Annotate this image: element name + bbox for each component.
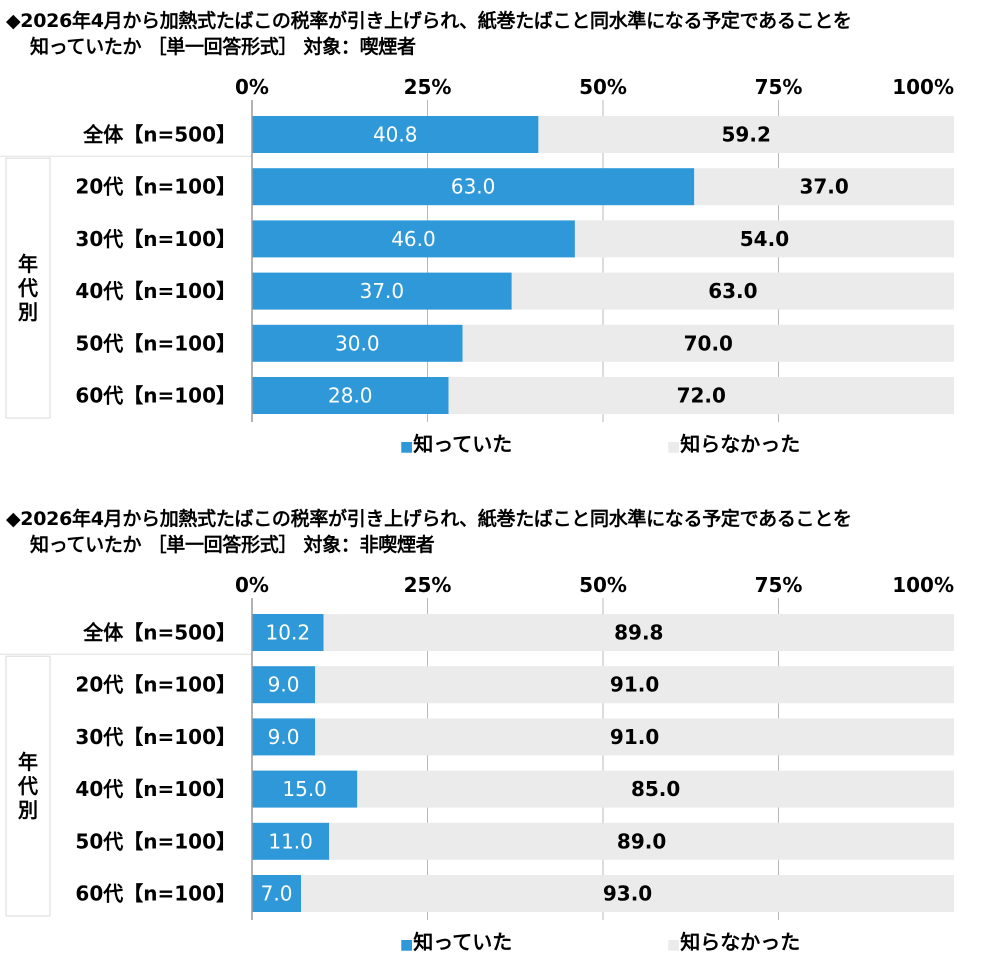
data-label: 54.0 — [740, 227, 789, 251]
bar-knew — [252, 614, 324, 651]
data-label: 30.0 — [335, 331, 380, 355]
group-box — [5, 157, 51, 419]
bar-knew — [252, 875, 302, 912]
group-label: 年代別 — [17, 252, 38, 324]
data-label: 85.0 — [631, 777, 680, 801]
data-label: 7.0 — [261, 882, 293, 906]
category-label: 20代【n=100】 — [75, 175, 236, 199]
bar-did-not-know — [323, 614, 954, 651]
bar-knew — [252, 168, 695, 206]
data-label: 93.0 — [603, 882, 652, 906]
x-tick-label: 25% — [404, 573, 452, 597]
chart-non-smokers: ◆2026年4月から加熱式たばこの税率が引き上げられ、紙巻たばこと同水準になる予… — [0, 498, 1000, 973]
legend-item: ■知らなかった — [667, 930, 800, 954]
chart-smokers: ◆2026年4月から加熱式たばこの税率が引き上げられ、紙巻たばこと同水準になる予… — [0, 0, 1000, 486]
category-label: 20代【n=100】 — [75, 673, 236, 697]
bar-knew — [252, 377, 449, 414]
x-tick-label: 25% — [404, 75, 452, 99]
category-label: 全体【n=500】 — [82, 123, 236, 147]
chart-title-line2: 知っていたか ［単一回答形式］ 対象：非喫煙者 — [30, 534, 435, 556]
bar-did-not-know — [574, 220, 954, 258]
category-label: 50代【n=100】 — [75, 829, 236, 853]
chart-title-line2: 知っていたか ［単一回答形式］ 対象：喫煙者 — [30, 36, 416, 58]
data-label: 89.8 — [614, 621, 663, 645]
bar-did-not-know — [448, 377, 954, 414]
bar-did-not-know — [538, 116, 954, 153]
bar-knew — [252, 116, 539, 153]
data-label: 72.0 — [677, 384, 726, 408]
x-tick-label: 0% — [235, 75, 269, 99]
data-label: 15.0 — [282, 777, 327, 801]
bar-did-not-know — [301, 875, 954, 912]
data-label: 11.0 — [268, 829, 313, 853]
bar-knew — [252, 822, 330, 860]
category-label: 40代【n=100】 — [75, 279, 236, 303]
x-tick-label: 100% — [892, 573, 954, 597]
x-tick-label: 75% — [755, 75, 803, 99]
bar-did-not-know — [694, 168, 954, 206]
bar-did-not-know — [511, 272, 954, 310]
category-label: 30代【n=100】 — [75, 725, 236, 749]
bar-knew — [252, 770, 358, 808]
data-label: 89.0 — [617, 829, 666, 853]
data-label: 28.0 — [328, 384, 373, 408]
chart-title: ◆2026年4月から加熱式たばこの税率が引き上げられ、紙巻たばこと同水準になる予… — [6, 8, 852, 60]
category-label: 40代【n=100】 — [75, 777, 236, 801]
data-label: 63.0 — [708, 279, 757, 303]
bar-did-not-know — [315, 718, 954, 756]
category-label: 60代【n=100】 — [75, 882, 236, 906]
data-label: 37.0 — [360, 279, 405, 303]
x-tick-label: 50% — [579, 75, 627, 99]
data-label: 91.0 — [610, 725, 659, 749]
legend-item: ■知らなかった — [667, 432, 800, 456]
chart-title: ◆2026年4月から加熱式たばこの税率が引き上げられ、紙巻たばこと同水準になる予… — [6, 506, 852, 558]
data-label: 40.8 — [373, 123, 418, 147]
category-label: 50代【n=100】 — [75, 331, 236, 355]
x-tick-label: 75% — [755, 573, 803, 597]
data-label: 37.0 — [799, 175, 848, 199]
group-label: 年代別 — [17, 750, 38, 822]
x-tick-label: 50% — [579, 573, 627, 597]
bar-did-not-know — [329, 822, 955, 860]
bar-did-not-know — [462, 324, 954, 362]
bar-knew — [252, 718, 316, 756]
bar-did-not-know — [315, 666, 954, 704]
bar-knew — [252, 324, 463, 362]
bar-knew — [252, 272, 512, 310]
bar-knew — [252, 666, 316, 704]
chart-title-line1: ◆2026年4月から加熱式たばこの税率が引き上げられ、紙巻たばこと同水準になる予… — [6, 10, 852, 32]
legend-item: ■知っていた — [400, 930, 512, 954]
bar-knew — [252, 220, 575, 258]
legend-item: ■知っていた — [400, 432, 512, 456]
chart-plot: 0% 25% 50% 75% 100% 年代別 全体【n=500】 10.2 89.8 20代【n… — [0, 573, 955, 954]
data-label: 59.2 — [722, 123, 771, 147]
data-label: 63.0 — [451, 175, 496, 199]
data-label: 9.0 — [268, 725, 300, 749]
data-label: 46.0 — [391, 227, 436, 251]
category-label: 30代【n=100】 — [75, 227, 236, 251]
x-tick-label: 0% — [235, 573, 269, 597]
category-label: 60代【n=100】 — [75, 384, 236, 408]
chart-title-line1: ◆2026年4月から加熱式たばこの税率が引き上げられ、紙巻たばこと同水準になる予… — [6, 508, 852, 530]
x-tick-label: 100% — [892, 75, 954, 99]
group-box — [5, 655, 51, 917]
data-label: 91.0 — [610, 673, 659, 697]
category-label: 全体【n=500】 — [82, 621, 236, 645]
bar-did-not-know — [357, 770, 954, 808]
data-label: 10.2 — [266, 621, 311, 645]
data-label: 9.0 — [268, 673, 300, 697]
data-label: 70.0 — [684, 331, 733, 355]
chart-plot: 0% 25% 50% 75% 100% 年代別 全体【n=500】 40.8 59.2 20代【n… — [0, 75, 954, 456]
